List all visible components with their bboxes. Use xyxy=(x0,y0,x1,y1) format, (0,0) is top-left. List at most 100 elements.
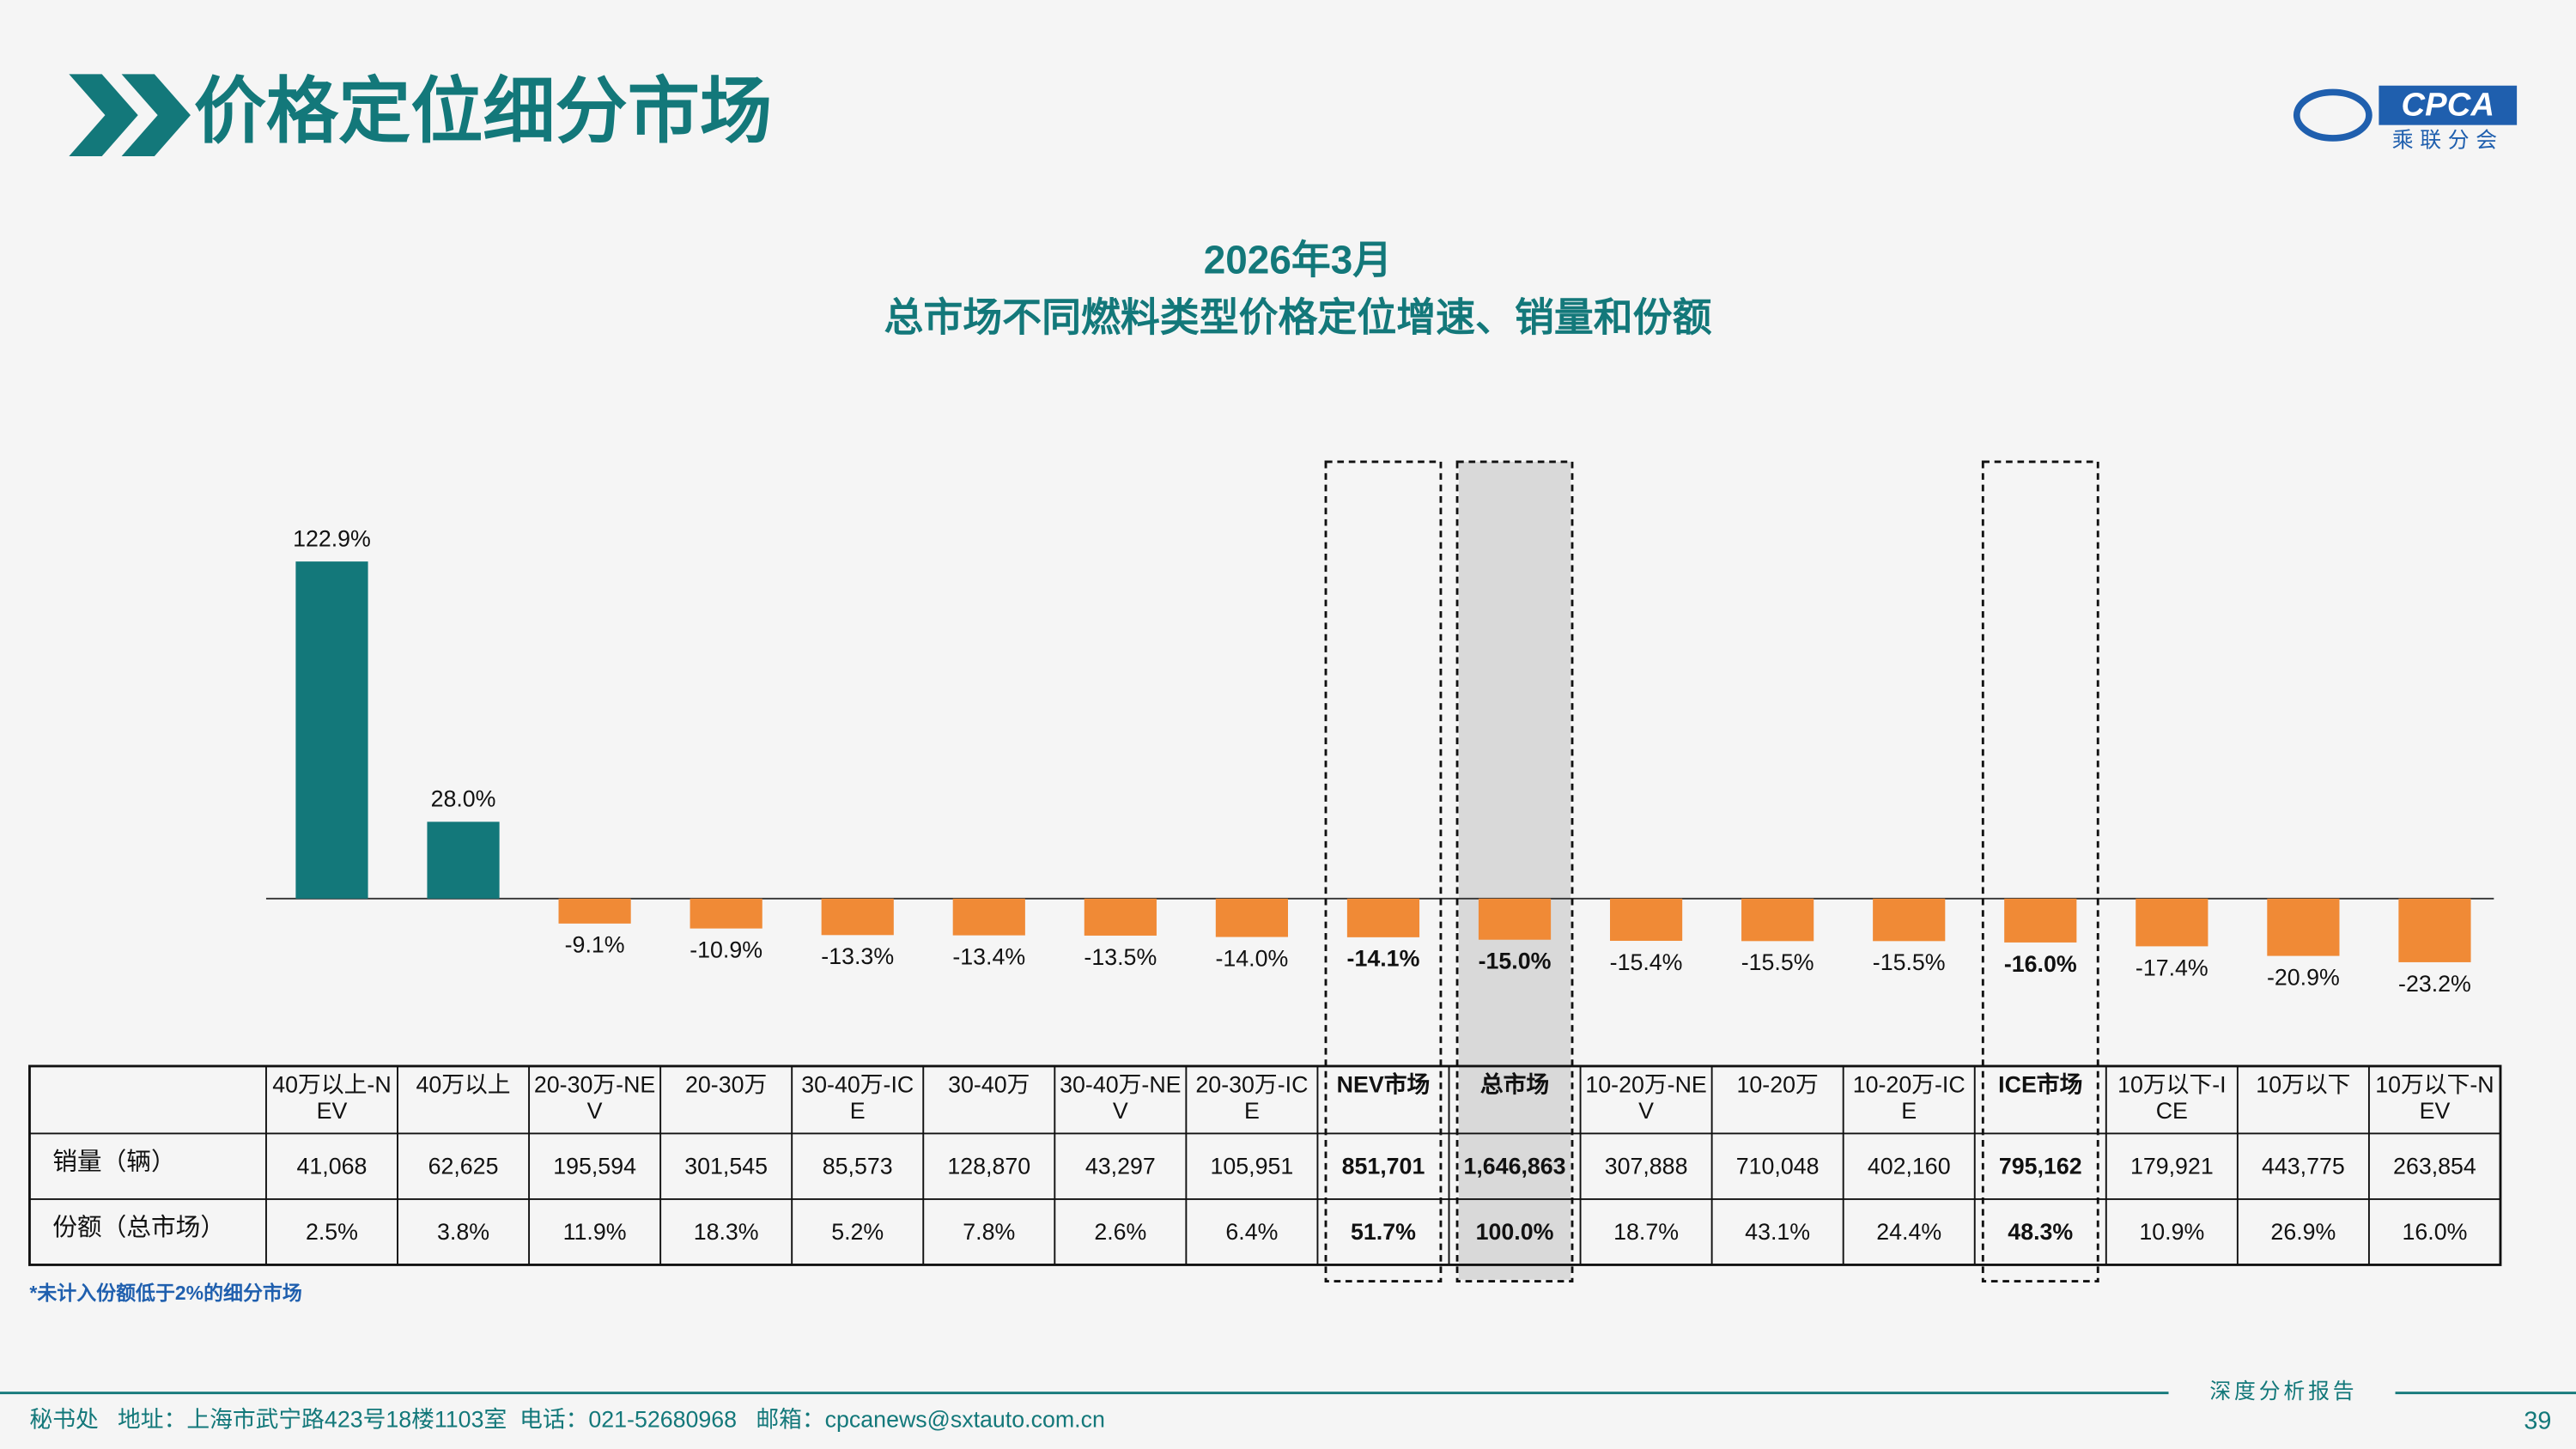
cell: 51.7% xyxy=(1351,1219,1416,1245)
cell: 1,646,863 xyxy=(1463,1154,1565,1179)
cell: 18.3% xyxy=(694,1219,759,1245)
cell: 48.3% xyxy=(2008,1219,2073,1245)
value-label: -17.4% xyxy=(2136,955,2208,980)
header-label: 30-40万-NEV xyxy=(1060,1070,1182,1124)
cell: 16.0% xyxy=(2403,1219,2468,1245)
value-label: -16.0% xyxy=(2004,951,2077,977)
bar xyxy=(295,561,368,899)
cell: 795,162 xyxy=(1999,1154,2082,1179)
cell: 62,625 xyxy=(428,1154,499,1179)
value-label: -23.2% xyxy=(2398,971,2471,997)
bar xyxy=(427,822,500,899)
header-label: 20-30万-NEV xyxy=(533,1070,656,1124)
value-label: -10.9% xyxy=(690,937,762,962)
header-label: 10万以下-NEV xyxy=(2375,1070,2494,1124)
cell: 18.7% xyxy=(1613,1219,1679,1245)
header-cell: 10万以下-NEV xyxy=(2375,1070,2494,1124)
chart-subtitle: 总市场不同燃料类型价格定位增速、销量和份额 xyxy=(884,294,1711,339)
header-cell: 10万以下-ICE xyxy=(2117,1070,2227,1124)
cell: 195,594 xyxy=(553,1154,636,1179)
bar xyxy=(1741,898,1814,942)
chevron xyxy=(69,74,138,157)
header-cell: 10-20万-NEV xyxy=(1585,1070,1707,1124)
row-label: 份额（总市场） xyxy=(52,1214,225,1241)
bar xyxy=(1215,898,1288,937)
value-label: -13.3% xyxy=(821,943,894,969)
cell: 5.2% xyxy=(831,1219,884,1245)
value-label: -9.1% xyxy=(565,932,625,958)
shade xyxy=(1458,461,1571,1280)
cell: 85,573 xyxy=(823,1154,893,1179)
header-cell: 10-20万 xyxy=(1736,1070,1819,1098)
report-label: 深度分析报告 xyxy=(2209,1379,2357,1404)
table: 40万以上-NEV 40万以上 20-30万-NEV 20-30万 30-40万-ICE… xyxy=(28,1064,2502,1266)
header-cell: 40万以上 xyxy=(416,1070,511,1098)
cell: 11.9% xyxy=(563,1219,627,1245)
header-cell: ICE市场 xyxy=(1998,1070,2083,1098)
highlight-box xyxy=(1455,460,1574,1283)
header-label: ICE市场 xyxy=(1998,1070,2083,1098)
cell: 2.6% xyxy=(1094,1219,1146,1245)
cell: 105,951 xyxy=(1211,1154,1294,1179)
header-cell: 30-40万-ICE xyxy=(801,1070,914,1124)
value-label: -15.4% xyxy=(1610,949,1683,975)
bar xyxy=(2267,898,2340,956)
cell: 43,297 xyxy=(1085,1154,1156,1179)
header-label: 30-40万 xyxy=(948,1070,1030,1098)
value-label: -13.5% xyxy=(1084,944,1157,970)
header-label: 10-20万-ICE xyxy=(1852,1070,1965,1124)
header-label: 10-20万-NEV xyxy=(1585,1070,1707,1124)
logo-icon xyxy=(2293,88,2372,142)
table-frame xyxy=(28,1064,2502,1266)
value-label: -14.1% xyxy=(1347,946,1420,972)
header-cell: 10-20万-ICE xyxy=(1852,1070,1965,1124)
cell: 7.8% xyxy=(963,1219,1015,1245)
cell: 2.5% xyxy=(306,1219,358,1245)
value-label: -20.9% xyxy=(2267,964,2340,990)
cell: 179,921 xyxy=(2130,1154,2214,1179)
header-label: 20-30万-ICE xyxy=(1195,1070,1309,1124)
header-label: 40万以上 xyxy=(416,1070,511,1098)
header-cell: 总市场 xyxy=(1479,1070,1550,1098)
header-cell: 40万以上-NEV xyxy=(272,1070,392,1124)
header-cell: NEV市场 xyxy=(1336,1070,1431,1098)
bar xyxy=(821,898,894,936)
header-label: 30-40万-ICE xyxy=(801,1070,914,1124)
cell: 3.8% xyxy=(437,1219,489,1245)
footnote: *未计入份额低于2%的细分市场 xyxy=(29,1282,301,1304)
header-label: 20-30万 xyxy=(685,1070,768,1098)
header-label: 40万以上-NEV xyxy=(272,1070,392,1124)
cell: 6.4% xyxy=(1225,1219,1278,1245)
header-label: 10万以下-ICE xyxy=(2117,1070,2227,1124)
bar xyxy=(1084,898,1157,936)
cell: 307,888 xyxy=(1605,1154,1688,1179)
value-label: -15.5% xyxy=(1873,949,1946,975)
header-label: 总市场 xyxy=(1479,1070,1550,1098)
cell: 402,160 xyxy=(1868,1154,1951,1179)
header-label: NEV市场 xyxy=(1336,1070,1431,1098)
logo-box xyxy=(2379,85,2518,125)
plot: 122.9% 28.0% -9.1% -10.9% -13.3% -13.4% -13.5%… xyxy=(293,460,2471,1283)
cell: 128,870 xyxy=(947,1154,1030,1179)
cell: 41,068 xyxy=(297,1154,368,1179)
cell: 301,545 xyxy=(684,1154,768,1179)
value-label: 28.0% xyxy=(431,786,496,812)
header-cell: 30-40万 xyxy=(948,1070,1030,1098)
header-cell: 10万以下 xyxy=(2256,1070,2351,1098)
bar xyxy=(2004,898,2077,943)
bar xyxy=(2398,898,2471,962)
bar xyxy=(952,898,1025,936)
bar xyxy=(1478,898,1552,940)
value-label: -15.5% xyxy=(1741,949,1814,975)
chevron xyxy=(121,74,191,157)
header-label: 10万以下 xyxy=(2256,1070,2351,1098)
header-label: 10-20万 xyxy=(1736,1070,1819,1098)
value-label: -13.4% xyxy=(952,943,1025,969)
bar xyxy=(1346,898,1420,937)
footer-address: 秘书处 地址：上海市武宁路423号18楼1103室 电话：021-5268096… xyxy=(29,1406,1104,1432)
chart-title: 2026年3月 xyxy=(1204,237,1392,282)
bar xyxy=(2136,898,2208,947)
header-cell: 20-30万-ICE xyxy=(1195,1070,1309,1124)
